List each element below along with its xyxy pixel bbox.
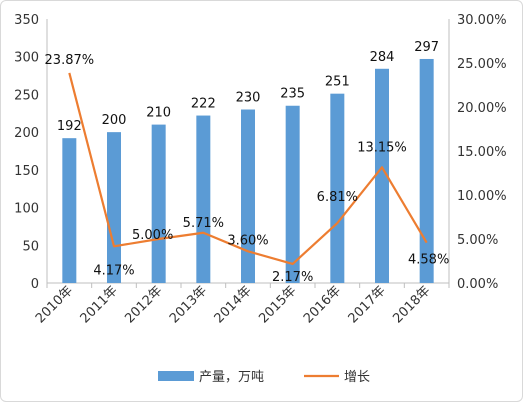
bar-production bbox=[107, 132, 121, 283]
y-left-tick-label: 200 bbox=[14, 126, 39, 141]
bar-production bbox=[62, 138, 77, 283]
x-tick-label: 2013年 bbox=[167, 283, 210, 326]
growth-value-label: 4.58% bbox=[408, 253, 449, 268]
bar-value-label: 222 bbox=[191, 97, 216, 112]
growth-value-label: 6.81% bbox=[317, 190, 358, 205]
y-right-tick-label: 5.00% bbox=[457, 233, 498, 248]
y-left-tick-label: 50 bbox=[22, 239, 39, 254]
y-right-tick-label: 25.00% bbox=[457, 57, 507, 72]
bar-production bbox=[330, 93, 345, 283]
x-tick-label: 2015年 bbox=[256, 283, 299, 326]
bar-value-label: 297 bbox=[414, 40, 439, 55]
x-tick-label: 2016年 bbox=[301, 283, 344, 326]
bar-value-label: 200 bbox=[102, 113, 127, 128]
y-left-tick-label: 300 bbox=[14, 51, 39, 66]
y-left-tick-label: 250 bbox=[14, 88, 39, 103]
bar-value-label: 284 bbox=[370, 50, 395, 65]
y-right-tick-label: 30.00% bbox=[457, 13, 507, 28]
bar-value-label: 235 bbox=[280, 87, 305, 102]
bar-value-label: 230 bbox=[236, 91, 261, 106]
x-tick-label: 2014年 bbox=[212, 283, 255, 326]
y-right-tick-label: 0.00% bbox=[457, 277, 498, 292]
data-labels: 192 200 210 222 230 235 251 284 297 23.87% 4.17% 5.… bbox=[45, 40, 450, 285]
bar-value-label: 251 bbox=[325, 75, 350, 90]
y-right-tick-label: 15.00% bbox=[457, 145, 507, 160]
bar-value-label: 192 bbox=[57, 119, 82, 134]
growth-value-label: 23.87% bbox=[45, 53, 95, 68]
y-right-tick-label: 10.00% bbox=[457, 189, 507, 204]
legend-label-growth: 增长 bbox=[344, 370, 370, 385]
growth-value-label: 13.15% bbox=[357, 140, 407, 155]
bar-series bbox=[62, 58, 434, 283]
bar-production bbox=[196, 115, 211, 283]
growth-value-label: 4.17% bbox=[93, 263, 134, 278]
bar-production bbox=[419, 58, 434, 283]
legend-swatch-production bbox=[158, 371, 194, 381]
y-left-tick-label: 100 bbox=[14, 202, 39, 217]
line-series bbox=[68, 72, 428, 266]
growth-line bbox=[68, 72, 428, 266]
growth-value-label: 5.00% bbox=[132, 228, 173, 243]
growth-value-label: 5.71% bbox=[183, 216, 224, 231]
x-tick-label: 2017年 bbox=[346, 283, 389, 326]
growth-value-label: 2.17% bbox=[272, 270, 313, 285]
y-right-tick-label: 20.00% bbox=[457, 101, 507, 116]
x-tick-label: 2010年 bbox=[33, 283, 76, 326]
y-left-tick-label: 350 bbox=[14, 13, 39, 28]
bar-production bbox=[375, 68, 389, 283]
legend-label-production: 产量，万吨 bbox=[199, 370, 264, 385]
x-tick-label: 2018年 bbox=[390, 283, 433, 326]
growth-value-label: 3.60% bbox=[227, 233, 268, 248]
y-left-tick-label: 150 bbox=[14, 164, 39, 179]
bar-value-label: 210 bbox=[146, 106, 171, 121]
bar-production bbox=[151, 124, 166, 283]
legend: 产量，万吨 增长 bbox=[158, 370, 370, 385]
x-tick-label: 2012年 bbox=[122, 283, 165, 326]
bar-production bbox=[285, 105, 300, 283]
x-tick-label: 2011年 bbox=[78, 283, 121, 326]
y-left-tick-label: 0 bbox=[31, 277, 39, 292]
bar-production bbox=[241, 109, 255, 283]
